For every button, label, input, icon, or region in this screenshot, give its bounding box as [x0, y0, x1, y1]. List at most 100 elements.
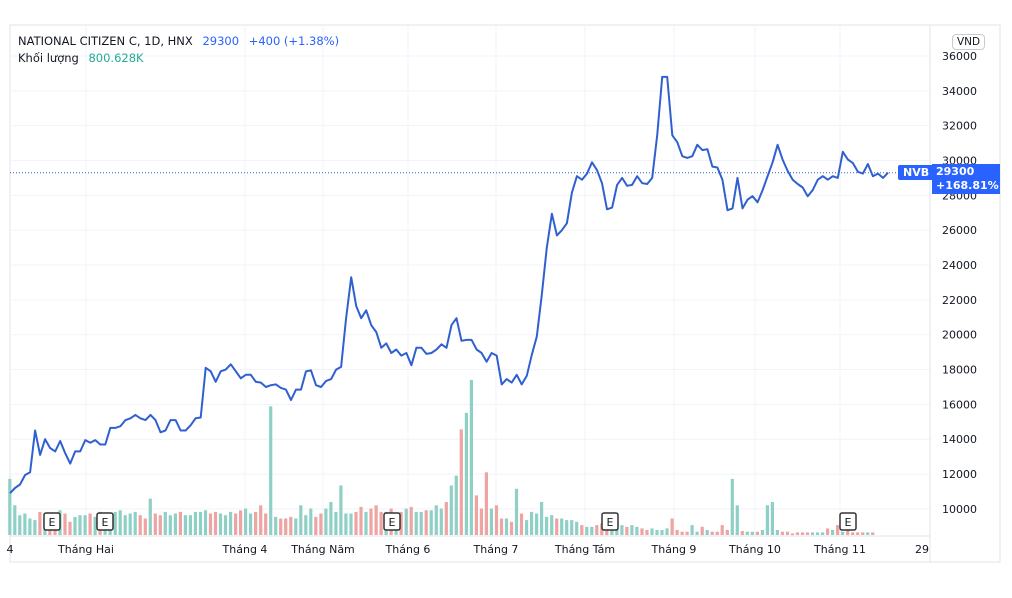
- volume-bar: [28, 518, 32, 535]
- time-tick-label: Tháng 9: [651, 543, 697, 556]
- volume-bar: [434, 505, 438, 535]
- volume-bar: [730, 478, 734, 535]
- time-axis[interactable]: 4 Tháng Hai Tháng 4 Tháng Năm Tháng 6 Tháng 7…: [7, 543, 930, 556]
- earnings-marker[interactable]: E: [839, 512, 857, 531]
- time-tick-label: Tháng Hai: [57, 543, 114, 556]
- earnings-marker[interactable]: E: [601, 512, 619, 531]
- price-tick-label: 20000: [942, 329, 977, 342]
- volume-bar: [700, 526, 704, 536]
- volume-label: Khối lượng: [18, 51, 79, 65]
- volume-bar: [68, 521, 72, 535]
- volume-bar: [735, 505, 739, 535]
- earnings-marker[interactable]: E: [43, 512, 61, 531]
- volume-bar: [229, 511, 233, 535]
- legend-volume-row: Khối lượng 800.628K: [18, 51, 150, 65]
- volume-bar: [33, 520, 37, 535]
- volume-bar: [23, 513, 27, 535]
- volume-bar: [409, 506, 413, 535]
- volume-bar: [555, 518, 559, 535]
- volume-bar: [218, 513, 223, 535]
- volume-bar: [269, 406, 273, 535]
- volume-bar: [640, 528, 644, 535]
- volume-bar: [344, 513, 348, 535]
- volume-bar: [625, 526, 629, 536]
- volume-bar: [63, 513, 67, 535]
- volume-bar: [429, 510, 433, 536]
- volume-bar: [866, 532, 870, 535]
- volume-bar: [509, 521, 514, 535]
- time-tick-label: Tháng 11: [813, 543, 866, 556]
- volume-bar: [831, 530, 835, 535]
- volume-bar: [183, 515, 187, 535]
- volume-bar: [499, 518, 504, 535]
- volume-bar: [705, 530, 709, 535]
- volume-bar: [780, 531, 784, 535]
- volume-bar: [575, 521, 579, 535]
- symbol-info: NATIONAL CITIZEN C, 1D, HNX: [18, 34, 193, 48]
- chart-frame: [9, 24, 1001, 563]
- volume-bar: [279, 518, 283, 535]
- volume-bar: [399, 511, 403, 535]
- price-axis[interactable]: 10000 12000 14000 16000 18000 20000 22000 24000…: [942, 50, 977, 516]
- volume-bar: [826, 528, 830, 535]
- volume-bar: [846, 526, 850, 536]
- volume-bar: [635, 526, 639, 536]
- volume-bar: [254, 511, 258, 535]
- price-tag-change: +168.81%: [936, 179, 999, 192]
- volume-bar: [38, 511, 42, 535]
- price-change: +400 (+1.38%): [248, 34, 340, 48]
- volume-bar: [680, 531, 684, 535]
- volume-bar: [715, 531, 719, 535]
- volume-bar: [785, 531, 790, 535]
- volume-bar: [138, 515, 142, 535]
- volume-bar: [800, 532, 805, 535]
- volume-bar: [856, 532, 860, 535]
- volume-bar: [620, 525, 624, 535]
- volume-bar: [519, 513, 524, 535]
- price-tick-label: 10000: [942, 503, 977, 516]
- volume-bar: [760, 530, 764, 535]
- volume-bar: [474, 495, 478, 535]
- volume-bar: [665, 528, 669, 535]
- volume-bar: [8, 478, 12, 535]
- volume-bar: [750, 531, 754, 535]
- price-tick-label: 12000: [942, 468, 977, 481]
- volume-bar: [790, 533, 795, 536]
- volume-bar: [123, 515, 127, 535]
- volume-bar: [299, 505, 303, 535]
- volume-bar: [590, 526, 594, 536]
- earnings-marker[interactable]: E: [96, 512, 114, 531]
- volume-bar: [821, 532, 825, 535]
- volume-bar: [158, 515, 162, 535]
- volume-bar: [128, 513, 132, 535]
- volume-bar: [841, 531, 845, 535]
- volume-bar: [88, 513, 92, 535]
- volume-bar: [655, 530, 659, 535]
- volume-bar: [861, 532, 865, 535]
- time-tick-label: Tháng Năm: [290, 543, 355, 556]
- volume-bar: [580, 525, 584, 535]
- earnings-marker[interactable]: E: [383, 512, 401, 531]
- earnings-marker-label: E: [102, 516, 109, 529]
- volume-bar: [836, 525, 840, 535]
- volume-bar: [334, 511, 338, 535]
- volume-bar: [324, 508, 328, 535]
- volume-bar: [304, 515, 308, 535]
- currency-button[interactable]: VND: [952, 34, 986, 50]
- volume-bar: [73, 516, 77, 536]
- volume-bar: [234, 513, 238, 535]
- time-tick-label: Tháng Tám: [554, 543, 615, 556]
- volume-value: 800.628K: [88, 51, 144, 65]
- volume-bar: [484, 472, 488, 535]
- volume-bar: [163, 511, 167, 535]
- volume-bar: [550, 515, 554, 535]
- volume-bar: [274, 516, 278, 536]
- volume-bar: [83, 515, 87, 535]
- volume-bar: [284, 518, 288, 535]
- volume-bars: [8, 379, 875, 536]
- volume-bar: [364, 511, 368, 535]
- volume-bar: [615, 528, 619, 535]
- volume-bar: [113, 511, 117, 535]
- volume-bar: [319, 513, 323, 535]
